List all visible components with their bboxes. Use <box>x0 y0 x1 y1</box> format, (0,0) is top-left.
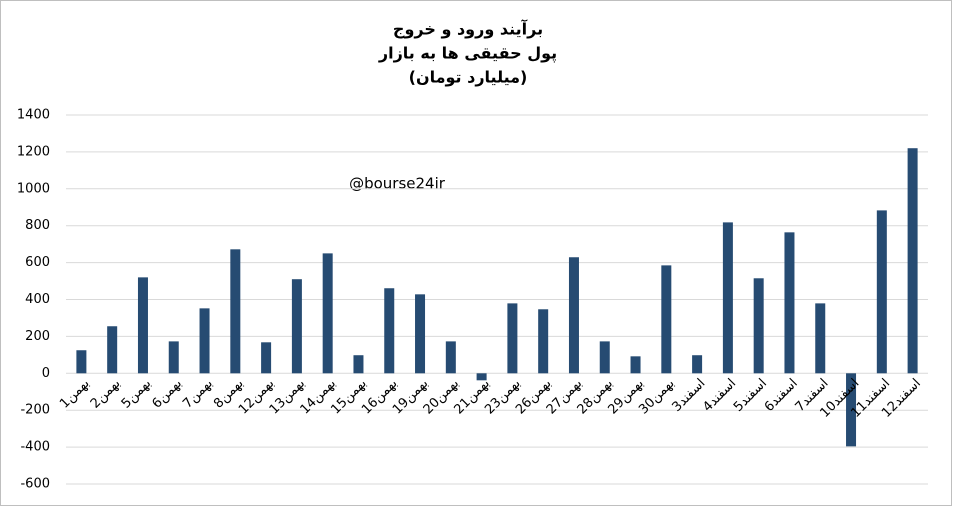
bar <box>107 326 118 374</box>
y-tick-label: 1200 <box>17 144 50 159</box>
y-tick-label: 1000 <box>17 181 50 196</box>
annotation: @bourse24ir <box>349 175 446 193</box>
bar <box>661 265 672 374</box>
bar <box>168 341 179 374</box>
bar <box>415 294 426 374</box>
y-tick-label: 400 <box>25 292 50 307</box>
bar <box>753 278 764 374</box>
y-tick-label: 0 <box>42 366 50 381</box>
y-tick-label: -200 <box>20 403 50 418</box>
bar <box>199 308 210 374</box>
bar <box>76 350 87 374</box>
bar <box>384 288 395 374</box>
chart-title: برآیند ورود و خروج <box>393 19 543 39</box>
bar <box>599 341 610 374</box>
y-tick-label: 800 <box>25 218 50 233</box>
chart-title: پول حقیقی ها به بازار <box>378 44 557 64</box>
y-tick-label: 600 <box>25 255 50 270</box>
bar <box>568 257 579 374</box>
bar <box>538 309 549 374</box>
bar <box>476 373 487 381</box>
bar <box>353 355 364 374</box>
y-tick-label: 200 <box>25 329 50 344</box>
bar <box>291 279 302 374</box>
bar <box>322 253 333 374</box>
bar <box>815 303 826 374</box>
bar <box>846 373 857 447</box>
y-tick-label: -600 <box>20 477 50 492</box>
bar <box>907 148 918 374</box>
bar <box>722 222 733 374</box>
y-tick-label: -400 <box>20 440 50 455</box>
chart-title: (میلیارد تومان) <box>409 68 528 87</box>
bar <box>230 249 241 374</box>
bar <box>507 303 518 374</box>
y-tick-label: 1400 <box>17 108 50 123</box>
bar <box>445 341 456 374</box>
bar <box>876 210 887 374</box>
bar <box>692 355 703 374</box>
bar <box>630 356 641 374</box>
bar <box>261 342 272 374</box>
bar <box>137 277 148 374</box>
bar <box>784 232 795 374</box>
